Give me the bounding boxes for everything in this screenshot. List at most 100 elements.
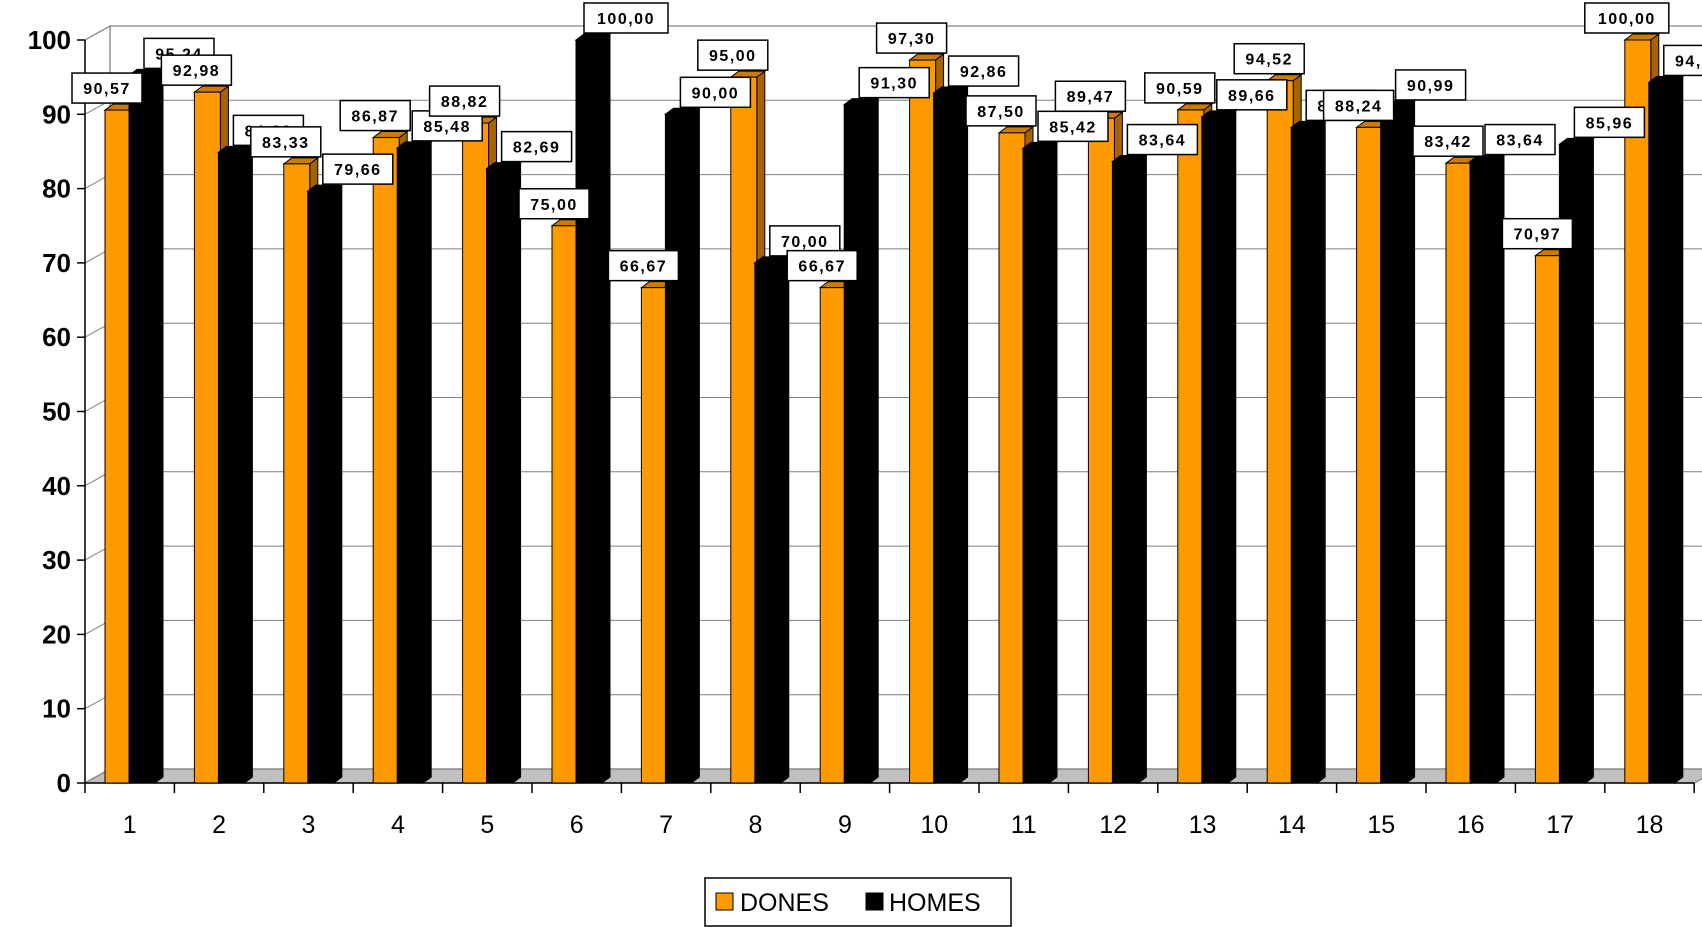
data-label-dones: 75,00 <box>518 188 590 220</box>
x-tick-label: 16 <box>1457 811 1485 839</box>
data-label-homes: 85,42 <box>1037 110 1109 143</box>
bar-homes <box>1379 99 1417 784</box>
svg-text:89,66: 89,66 <box>1228 88 1276 105</box>
y-tick-label: 90 <box>42 99 71 129</box>
data-label-homes: 90,99 <box>1394 69 1467 101</box>
data-label-dones: 87,50 <box>965 95 1037 127</box>
legend: DONES HOMES <box>704 877 1012 927</box>
legend-swatch-dones <box>715 892 734 911</box>
gridline <box>84 25 1702 41</box>
x-tick-label: 11 <box>1011 811 1037 839</box>
svg-text:88,24: 88,24 <box>1335 98 1383 115</box>
svg-text:82,69: 82,69 <box>513 140 561 157</box>
svg-text:75,00: 75,00 <box>530 197 578 214</box>
svg-text:91,30: 91,30 <box>870 76 918 93</box>
legend-box <box>704 877 1012 927</box>
svg-text:89,47: 89,47 <box>1067 89 1115 106</box>
bar-homes <box>1289 120 1327 784</box>
data-label-homes: 82,69 <box>500 130 573 163</box>
svg-text:83,64: 83,64 <box>1496 133 1544 150</box>
data-label-homes: 83,64 <box>1484 123 1556 156</box>
data-label-dones: 97,30 <box>875 22 948 54</box>
x-tick-label: 12 <box>1099 811 1127 839</box>
data-label-homes: 94,29 <box>1663 44 1702 77</box>
svg-text:95,00: 95,00 <box>709 48 757 65</box>
x-tick-label: 8 <box>749 811 763 839</box>
y-tick-label: 70 <box>42 248 71 278</box>
svg-text:83,42: 83,42 <box>1424 134 1472 151</box>
bar-homes <box>1021 141 1059 784</box>
data-label-homes: 85,96 <box>1573 106 1646 139</box>
svg-text:90,59: 90,59 <box>1156 81 1204 98</box>
bar-homes <box>1200 109 1238 784</box>
x-tick-label: 17 <box>1546 811 1574 839</box>
svg-text:83,64: 83,64 <box>1139 133 1187 150</box>
data-label-homes: 79,66 <box>322 153 394 185</box>
data-label-homes: 92,86 <box>947 55 1020 87</box>
x-tick-label: 13 <box>1189 811 1217 839</box>
data-label-dones: 92,98 <box>160 54 233 86</box>
data-label-dones: 89,47 <box>1054 80 1127 112</box>
svg-text:85,96: 85,96 <box>1586 115 1634 132</box>
legend-label-homes: HOMES <box>889 889 981 917</box>
bar-homes <box>485 161 523 784</box>
data-label-dones: 88,82 <box>428 85 501 117</box>
x-tick-label: 1 <box>123 811 137 839</box>
svg-text:66,67: 66,67 <box>798 259 846 276</box>
svg-text:88,82: 88,82 <box>441 94 489 111</box>
svg-text:87,50: 87,50 <box>977 104 1025 121</box>
svg-text:92,86: 92,86 <box>960 64 1008 81</box>
svg-text:92,98: 92,98 <box>173 63 221 80</box>
bar-homes <box>306 184 344 784</box>
x-tick-label: 2 <box>212 811 226 839</box>
x-tick-label: 10 <box>920 811 948 839</box>
svg-text:90,99: 90,99 <box>1407 78 1455 95</box>
bar-homes <box>1110 154 1148 784</box>
bar-homes <box>216 145 254 784</box>
data-label-homes: 100,00 <box>583 2 669 34</box>
data-label-dones: 100,00 <box>1584 2 1670 34</box>
bar-homes <box>127 68 165 784</box>
data-labels: 90,5795,2492,9884,8883,3379,6686,8785,48… <box>71 2 1702 282</box>
svg-text:94,29: 94,29 <box>1675 53 1702 70</box>
svg-text:66,67: 66,67 <box>620 259 668 276</box>
y-tick-label: 20 <box>42 619 71 649</box>
x-tick-label: 7 <box>659 811 673 839</box>
data-label-dones: 83,33 <box>250 126 322 158</box>
bar-homes <box>1647 75 1685 784</box>
svg-text:100,00: 100,00 <box>1598 11 1656 28</box>
legend-swatch-homes <box>865 892 884 911</box>
data-label-dones: 86,87 <box>339 99 411 132</box>
x-tick-label: 18 <box>1636 811 1664 839</box>
bar-homes <box>1468 154 1506 784</box>
bar-homes <box>842 97 880 784</box>
svg-text:94,52: 94,52 <box>1245 52 1293 69</box>
x-tick-label: 3 <box>302 811 316 839</box>
y-tick-label: 0 <box>57 768 71 798</box>
data-label-homes: 89,66 <box>1216 79 1288 111</box>
y-tick-label: 10 <box>42 694 71 724</box>
x-tick-label: 14 <box>1278 811 1306 839</box>
svg-text:100,00: 100,00 <box>597 11 655 28</box>
legend-label-dones: DONES <box>740 889 829 917</box>
data-label-dones: 90,57 <box>71 72 143 104</box>
bar-homes <box>1557 137 1595 784</box>
x-tick-label: 4 <box>391 811 405 839</box>
svg-text:90,57: 90,57 <box>83 81 131 98</box>
y-tick-label: 30 <box>42 545 71 575</box>
bar-homes <box>663 107 701 784</box>
x-tick-label: 6 <box>570 811 584 839</box>
data-label-dones: 66,67 <box>786 249 858 282</box>
svg-text:70,00: 70,00 <box>781 234 829 251</box>
data-label-dones: 70,97 <box>1501 217 1574 250</box>
x-tick-label: 15 <box>1367 811 1395 839</box>
y-tick-label: 80 <box>42 174 71 204</box>
data-label-homes: 91,30 <box>858 66 930 99</box>
data-label-dones: 90,59 <box>1144 72 1216 104</box>
y-tick-label: 50 <box>42 397 71 427</box>
svg-text:86,87: 86,87 <box>351 109 399 126</box>
svg-text:70,97: 70,97 <box>1514 227 1562 244</box>
svg-text:85,42: 85,42 <box>1049 119 1097 136</box>
x-tick-label: 9 <box>838 811 852 839</box>
